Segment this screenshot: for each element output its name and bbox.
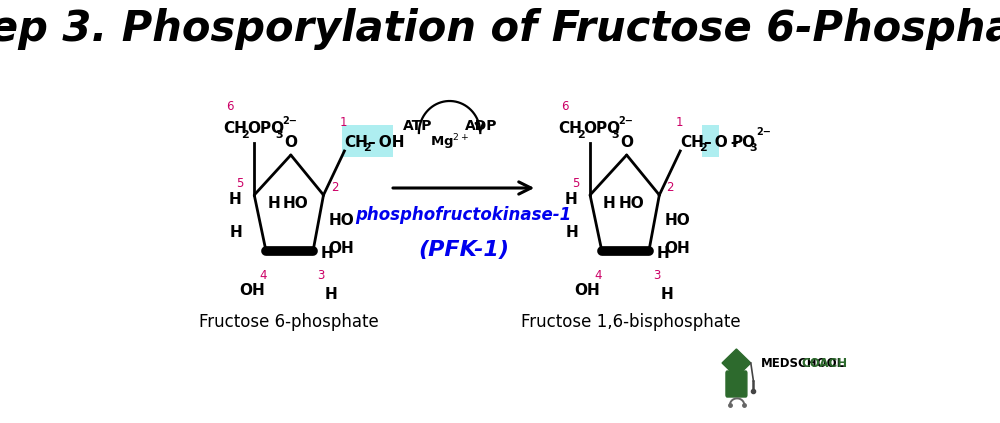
Text: – OH: – OH	[368, 135, 404, 150]
Text: OH: OH	[329, 241, 354, 256]
Text: Fructose 6-phosphate: Fructose 6-phosphate	[199, 313, 379, 331]
Text: CH: CH	[223, 121, 247, 136]
Text: O: O	[284, 135, 297, 150]
Text: CH: CH	[344, 135, 368, 150]
Text: OH: OH	[239, 283, 265, 298]
FancyBboxPatch shape	[726, 371, 747, 397]
Text: 5: 5	[236, 176, 244, 190]
Text: (PFK-1): (PFK-1)	[418, 240, 509, 260]
Text: HO: HO	[283, 195, 308, 211]
Text: H: H	[565, 225, 578, 240]
Text: 6: 6	[226, 100, 233, 113]
Text: H: H	[657, 245, 669, 261]
Text: 4: 4	[259, 269, 266, 282]
Text: ADP: ADP	[465, 119, 498, 133]
Text: 1: 1	[675, 116, 683, 129]
Text: 4: 4	[595, 269, 602, 282]
Text: Mg$^{2+}$: Mg$^{2+}$	[430, 132, 469, 152]
Text: OH: OH	[575, 283, 600, 298]
Text: HO: HO	[619, 195, 645, 211]
Text: 2: 2	[699, 143, 707, 153]
Text: H: H	[321, 245, 334, 261]
Text: 5: 5	[572, 176, 580, 190]
Text: O: O	[620, 135, 633, 150]
Text: Step 3. Phosporylation of Fructose 6-Phosphate: Step 3. Phosporylation of Fructose 6-Pho…	[0, 8, 1000, 50]
Text: OPO: OPO	[583, 121, 620, 136]
Text: H: H	[267, 195, 280, 211]
Text: OH: OH	[665, 241, 690, 256]
Text: 2: 2	[331, 181, 339, 193]
Text: 2: 2	[363, 143, 371, 153]
Text: 1: 1	[339, 116, 347, 129]
Text: MEDSCHOOL: MEDSCHOOL	[761, 357, 845, 370]
Text: ATP: ATP	[403, 119, 432, 133]
Text: H: H	[325, 287, 338, 302]
Text: PO: PO	[731, 135, 755, 150]
Text: 3: 3	[749, 143, 757, 153]
Polygon shape	[722, 349, 751, 377]
Text: 3: 3	[612, 130, 619, 140]
Text: HO: HO	[665, 213, 690, 228]
Text: 2−: 2−	[282, 116, 297, 126]
Text: 2: 2	[577, 130, 585, 140]
Text: – O –: – O –	[704, 135, 738, 150]
Text: COACH: COACH	[802, 357, 848, 370]
Text: 3: 3	[276, 130, 283, 140]
Text: CH: CH	[559, 121, 583, 136]
Text: HO: HO	[329, 213, 354, 228]
Text: 2: 2	[666, 181, 673, 193]
Text: 2: 2	[241, 130, 249, 140]
Text: phosphofructokinase-1: phosphofructokinase-1	[355, 206, 571, 224]
Text: 3: 3	[317, 269, 324, 282]
FancyBboxPatch shape	[342, 125, 393, 157]
Text: CH: CH	[680, 135, 704, 150]
Text: OPO: OPO	[247, 121, 284, 136]
Text: 2−: 2−	[618, 116, 633, 126]
Text: H: H	[228, 192, 241, 206]
Text: 2−: 2−	[756, 127, 771, 137]
Text: H: H	[230, 225, 242, 240]
Text: Fructose 1,6-bisphosphate: Fructose 1,6-bisphosphate	[521, 313, 740, 331]
Text: 3: 3	[653, 269, 660, 282]
Text: H: H	[661, 287, 673, 302]
Text: H: H	[603, 195, 615, 211]
Text: H: H	[564, 192, 577, 206]
Text: 6: 6	[561, 100, 569, 113]
FancyBboxPatch shape	[702, 125, 719, 157]
